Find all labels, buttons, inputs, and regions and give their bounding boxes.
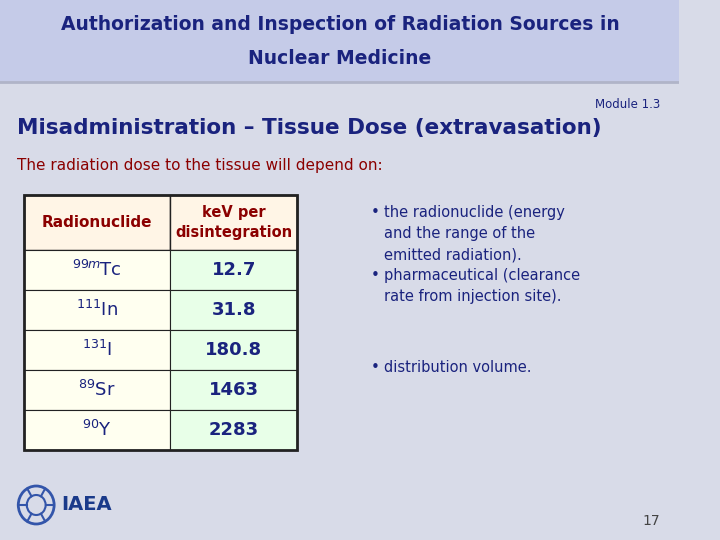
- Text: 12.7: 12.7: [212, 261, 256, 279]
- FancyBboxPatch shape: [24, 250, 170, 290]
- FancyBboxPatch shape: [170, 330, 297, 370]
- FancyBboxPatch shape: [24, 195, 170, 250]
- FancyBboxPatch shape: [170, 195, 297, 250]
- Text: The radiation dose to the tissue will depend on:: The radiation dose to the tissue will de…: [17, 158, 383, 173]
- FancyBboxPatch shape: [24, 410, 170, 450]
- FancyBboxPatch shape: [24, 290, 170, 330]
- FancyBboxPatch shape: [170, 250, 297, 290]
- Text: •: •: [370, 360, 379, 375]
- Text: distribution volume.: distribution volume.: [384, 360, 532, 375]
- FancyBboxPatch shape: [1, 0, 680, 82]
- Text: keV per
disintegration: keV per disintegration: [175, 205, 292, 240]
- FancyBboxPatch shape: [170, 290, 297, 330]
- Text: •: •: [370, 205, 379, 220]
- Text: $^{111}$In: $^{111}$In: [76, 300, 118, 320]
- Text: 180.8: 180.8: [205, 341, 262, 359]
- Text: Radionuclide: Radionuclide: [42, 215, 153, 230]
- FancyBboxPatch shape: [170, 410, 297, 450]
- Text: Nuclear Medicine: Nuclear Medicine: [248, 49, 431, 68]
- Text: the radionuclide (energy
and the range of the
emitted radiation).: the radionuclide (energy and the range o…: [384, 205, 565, 262]
- Text: 1463: 1463: [209, 381, 258, 399]
- FancyBboxPatch shape: [24, 370, 170, 410]
- Text: $^{89}$Sr: $^{89}$Sr: [78, 380, 116, 400]
- Text: Module 1.3: Module 1.3: [595, 98, 660, 111]
- Text: Misadministration – Tissue Dose (extravasation): Misadministration – Tissue Dose (extrava…: [17, 118, 602, 138]
- Text: $^{131}$I: $^{131}$I: [82, 340, 112, 360]
- Text: $^{99m}$Tc: $^{99m}$Tc: [72, 260, 122, 280]
- Text: 31.8: 31.8: [212, 301, 256, 319]
- Text: 2283: 2283: [209, 421, 259, 439]
- Text: $^{90}$Y: $^{90}$Y: [82, 420, 112, 440]
- Text: IAEA: IAEA: [62, 496, 112, 515]
- FancyBboxPatch shape: [170, 370, 297, 410]
- Text: •: •: [370, 268, 379, 283]
- Text: 17: 17: [643, 514, 660, 528]
- Text: pharmaceutical (clearance
rate from injection site).: pharmaceutical (clearance rate from inje…: [384, 268, 580, 304]
- Text: Authorization and Inspection of Radiation Sources in: Authorization and Inspection of Radiatio…: [60, 15, 619, 33]
- FancyBboxPatch shape: [24, 330, 170, 370]
